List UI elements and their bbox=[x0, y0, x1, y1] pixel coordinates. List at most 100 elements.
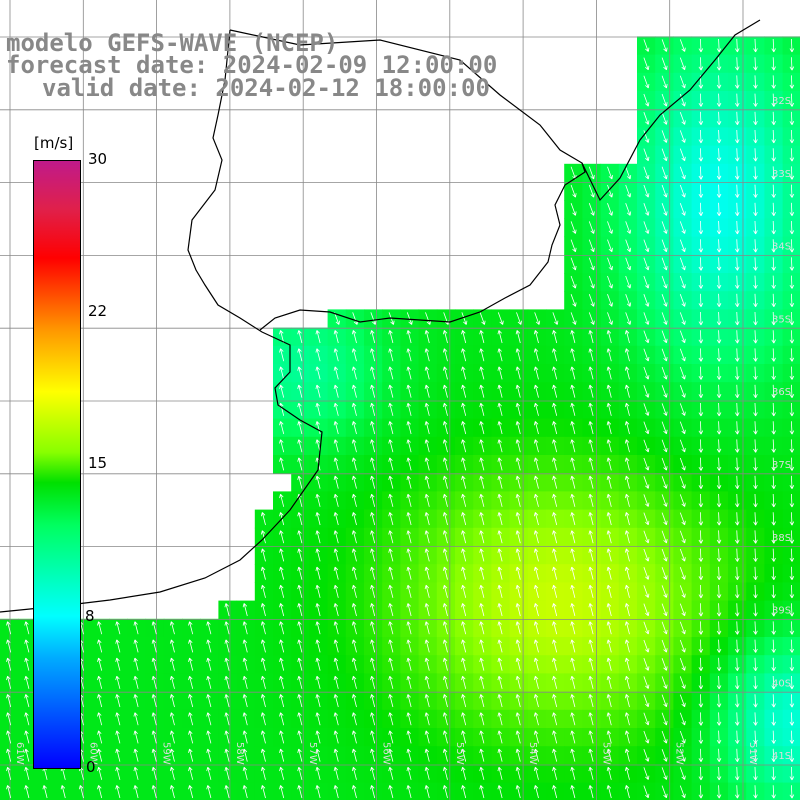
wind-arrow bbox=[260, 785, 266, 799]
wind-arrow bbox=[734, 202, 740, 217]
wind-arrow bbox=[624, 475, 630, 489]
wind-arrow bbox=[716, 584, 722, 599]
wind-arrow bbox=[625, 257, 632, 271]
wind-arrow bbox=[661, 385, 668, 398]
wind-arrow bbox=[351, 639, 357, 653]
lon-label: 52W bbox=[674, 742, 685, 765]
wind-arrow bbox=[333, 457, 339, 471]
wind-arrow bbox=[661, 457, 668, 471]
wind-arrow bbox=[461, 330, 467, 344]
wind-arrow bbox=[643, 421, 650, 435]
wind-arrow bbox=[479, 657, 485, 671]
wind-cell bbox=[782, 254, 800, 274]
wind-cell bbox=[782, 455, 800, 474]
wind-arrow bbox=[224, 603, 230, 617]
wind-arrow bbox=[479, 439, 485, 453]
wind-arrow bbox=[297, 366, 303, 380]
wind-arrow bbox=[297, 475, 303, 489]
wind-arrow bbox=[624, 584, 630, 598]
wind-arrow bbox=[351, 785, 357, 799]
wind-arrow bbox=[515, 457, 521, 471]
wind-arrow bbox=[442, 421, 448, 435]
wind-arrow bbox=[753, 184, 758, 198]
wind-arrow bbox=[515, 439, 521, 453]
wind-arrow bbox=[297, 348, 303, 362]
wind-arrow bbox=[624, 384, 630, 398]
wind-arrow bbox=[533, 439, 539, 453]
wind-arrow bbox=[588, 239, 595, 253]
wind-arrow bbox=[515, 530, 521, 544]
wind-arrow bbox=[497, 785, 503, 799]
wind-arrow bbox=[260, 530, 266, 544]
wind-arrow bbox=[6, 694, 12, 708]
wind-arrow bbox=[206, 730, 212, 744]
wind-arrow bbox=[333, 530, 339, 544]
wind-arrow bbox=[606, 493, 612, 507]
wind-arrow bbox=[607, 166, 613, 180]
wind-arrow bbox=[607, 312, 613, 325]
wind-arrow bbox=[297, 694, 303, 708]
wind-arrow bbox=[297, 584, 303, 598]
wind-cell bbox=[782, 728, 800, 747]
wind-arrow bbox=[133, 730, 139, 744]
wind-arrow bbox=[643, 658, 650, 671]
lat-label: 34S bbox=[772, 242, 791, 253]
wind-arrow bbox=[497, 603, 503, 617]
lon-label: 59W bbox=[161, 742, 172, 765]
wind-arrow bbox=[698, 603, 704, 617]
wind-arrow bbox=[588, 512, 594, 526]
wind-arrow bbox=[552, 748, 558, 762]
wind-arrow bbox=[515, 330, 521, 344]
wind-arrow bbox=[406, 566, 412, 580]
wind-arrow bbox=[169, 785, 175, 799]
wind-arrow bbox=[570, 748, 576, 762]
wind-arrow bbox=[771, 57, 776, 71]
wind-arrow bbox=[479, 366, 485, 380]
wind-cell bbox=[782, 618, 800, 638]
wind-arrow bbox=[224, 675, 230, 689]
wind-arrow bbox=[625, 166, 632, 180]
wind-arrow bbox=[388, 621, 394, 635]
wind-arrow bbox=[679, 658, 686, 671]
wind-arrow bbox=[297, 512, 303, 526]
wind-arrow bbox=[388, 639, 394, 653]
wind-arrow bbox=[133, 621, 139, 635]
wind-arrow bbox=[753, 657, 758, 672]
wind-cell bbox=[782, 109, 800, 128]
wind-arrow bbox=[789, 38, 795, 53]
wind-arrow bbox=[115, 766, 121, 780]
wind-arrow bbox=[497, 712, 503, 726]
wind-arrow bbox=[661, 476, 668, 489]
wind-arrow bbox=[242, 748, 248, 762]
wind-arrow bbox=[679, 457, 686, 471]
wind-arrow bbox=[698, 311, 704, 326]
wind-arrow bbox=[479, 603, 485, 617]
wind-arrow bbox=[789, 93, 795, 107]
wind-arrow bbox=[716, 512, 722, 526]
wind-arrow bbox=[625, 203, 632, 216]
wind-arrow bbox=[789, 111, 795, 126]
wind-arrow bbox=[679, 676, 686, 689]
wind-arrow bbox=[643, 403, 650, 416]
wind-arrow bbox=[661, 694, 668, 708]
wind-arrow bbox=[133, 712, 139, 726]
wind-arrow bbox=[552, 384, 558, 398]
wind-arrow bbox=[679, 567, 686, 580]
wind-arrow bbox=[607, 294, 613, 307]
wind-arrow bbox=[533, 512, 539, 526]
wind-arrow bbox=[151, 730, 157, 744]
wind-arrows bbox=[6, 38, 795, 799]
wind-arrow bbox=[115, 785, 121, 799]
wind-arrow bbox=[151, 785, 157, 799]
wind-arrow bbox=[698, 348, 704, 362]
wind-arrow bbox=[370, 530, 376, 544]
wind-arrow bbox=[588, 439, 594, 453]
wind-arrow bbox=[24, 694, 30, 708]
wind-arrow bbox=[279, 584, 285, 598]
wind-arrow bbox=[406, 384, 412, 398]
wind-arrow bbox=[442, 439, 448, 453]
wind-arrow bbox=[515, 639, 521, 653]
forecast-date: forecast date: 2024-02-09 12:00:00 bbox=[6, 51, 498, 79]
wind-arrow bbox=[315, 512, 321, 526]
wind-arrow bbox=[661, 93, 668, 107]
